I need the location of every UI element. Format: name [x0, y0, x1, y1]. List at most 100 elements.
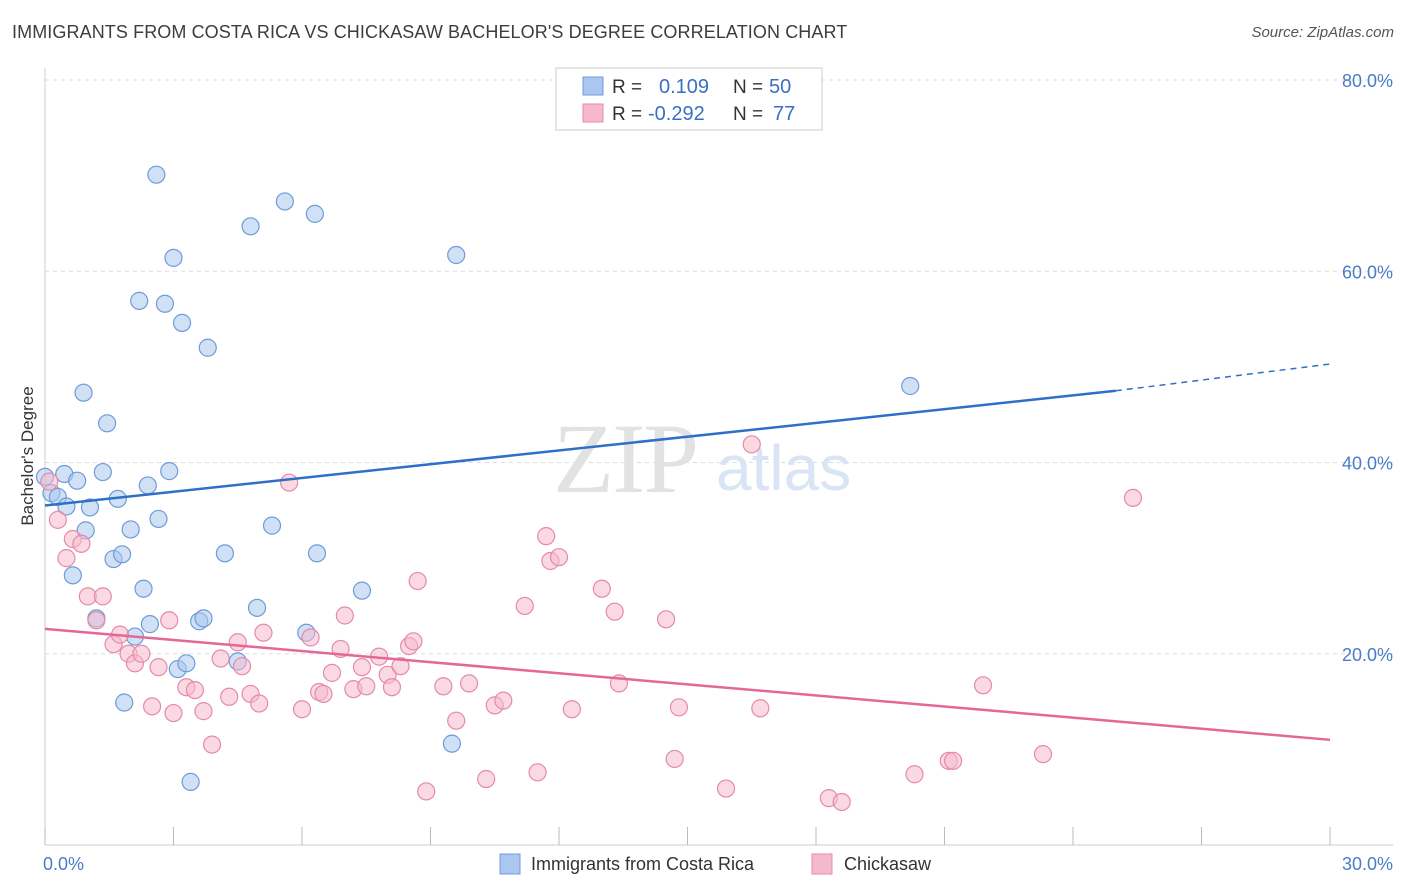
chickasaw-point — [973, 676, 993, 695]
chickasaw-point — [592, 579, 611, 598]
costa-rica-point — [172, 313, 192, 332]
watermark-zip: ZIP — [553, 403, 697, 514]
costa-rica-point — [112, 545, 132, 564]
costa-rica-point — [115, 693, 134, 712]
chickasaw-point — [202, 735, 222, 754]
costa-rica-point — [307, 544, 327, 563]
stats-swatch-blue — [582, 76, 604, 96]
chickasaw-point — [537, 527, 556, 546]
chickasaw-point — [142, 697, 162, 716]
costa-rica-point — [138, 476, 157, 495]
stats-box: R = 0.109 N = 50 R = -0.292 N = 77 — [555, 67, 823, 131]
x-tick-label: 30.0% — [1342, 854, 1393, 874]
costa-rica-point — [198, 338, 217, 357]
costa-rica-point — [215, 544, 234, 563]
chickasaw-point — [656, 610, 676, 629]
chickasaw-point — [280, 473, 299, 492]
chickasaw-point — [292, 700, 312, 719]
chickasaw-point — [549, 548, 569, 567]
chickasaw-point — [149, 658, 168, 677]
legend: Immigrants from Costa Rica Chickasaw — [499, 853, 932, 875]
chickasaw-point — [57, 549, 76, 568]
costa-rica-point — [241, 217, 260, 236]
chickasaw-point — [417, 782, 436, 801]
costa-rica-point — [164, 248, 183, 267]
chickasaw-point — [93, 587, 112, 606]
costa-rica-trend-line — [44, 389, 1116, 507]
chickasaw-point — [322, 663, 342, 682]
costa-rica-point — [442, 734, 462, 753]
costa-rica-point — [247, 598, 267, 617]
costa-rica-point — [194, 609, 213, 628]
costa-rica-point — [275, 192, 294, 211]
costa-rica-point — [74, 383, 93, 402]
points-layer — [35, 165, 1143, 812]
chickasaw-point — [48, 510, 67, 529]
chickasaw-point — [459, 674, 479, 693]
chickasaw-point — [132, 644, 151, 663]
chickasaw-point — [408, 571, 427, 591]
chickasaw-point — [434, 677, 453, 696]
chickasaw-point — [72, 534, 91, 553]
y-tick-label: 80.0% — [1342, 71, 1393, 91]
chickasaw-point — [605, 602, 624, 621]
chickasaw-point — [528, 763, 547, 782]
stats-r-value: -0.292 — [648, 103, 705, 125]
chart-source: Source: ZipAtlas.com — [1251, 24, 1394, 41]
costa-rica-point — [262, 516, 282, 535]
chickasaw-point — [447, 711, 466, 730]
chickasaw-point — [228, 633, 247, 652]
chickasaw-point — [211, 649, 230, 668]
chickasaw-point — [391, 657, 410, 676]
chickasaw-point — [494, 691, 513, 710]
stats-swatch-pink — [582, 103, 604, 123]
costa-rica-point — [160, 462, 179, 481]
chart-title: IMMIGRANTS FROM COSTA RICA VS CHICKASAW … — [12, 22, 848, 42]
costa-rica-point — [181, 772, 200, 791]
stats-n-label: N = — [733, 77, 763, 98]
chickasaw-point — [832, 792, 851, 812]
chickasaw-point — [943, 751, 963, 770]
costa-rica-point — [68, 471, 87, 490]
chickasaw-point — [515, 596, 534, 616]
costa-rica-trend-extension — [1115, 363, 1331, 392]
chickasaw-point — [665, 749, 684, 769]
chickasaw-point — [716, 779, 736, 798]
costa-rica-point — [352, 581, 372, 600]
costa-rica-point — [901, 376, 920, 396]
chickasaw-point — [314, 684, 333, 704]
costa-rica-point — [63, 566, 82, 585]
x-tick-label: 0.0% — [43, 854, 84, 874]
y-tick-label: 40.0% — [1342, 454, 1393, 474]
stats-r-label: R = — [612, 77, 642, 98]
chickasaw-point — [194, 702, 213, 721]
chickasaw-point — [357, 677, 376, 696]
costa-rica-point — [177, 654, 196, 673]
costa-rica-point — [149, 509, 168, 529]
chickasaw-point — [1033, 745, 1053, 764]
chickasaw-point — [301, 628, 320, 647]
stats-r-label: R = — [612, 104, 642, 125]
chickasaw-trend-line — [44, 627, 1331, 742]
chickasaw-point — [335, 606, 354, 625]
chickasaw-point — [905, 765, 924, 784]
chickasaw-point — [669, 698, 689, 717]
costa-rica-point — [140, 615, 160, 634]
chickasaw-point — [1123, 488, 1143, 507]
chickasaw-point — [250, 694, 269, 713]
costa-rica-point — [98, 414, 117, 433]
costa-rica-point — [130, 291, 149, 310]
costa-rica-point — [447, 245, 466, 265]
y-tick-label: 20.0% — [1342, 645, 1393, 665]
chickasaw-point — [562, 700, 581, 719]
grid-layer: 20.0% 40.0% 60.0% 80.0% — [45, 71, 1393, 665]
legend-swatch-blue — [499, 853, 521, 875]
costa-rica-point — [155, 294, 175, 313]
costa-rica-point — [80, 498, 100, 517]
costa-rica-point — [93, 462, 112, 482]
chickasaw-point — [160, 611, 179, 630]
chickasaw-point — [404, 632, 423, 651]
watermark: ZIP atlas — [553, 403, 851, 514]
trend-layer — [44, 363, 1331, 742]
